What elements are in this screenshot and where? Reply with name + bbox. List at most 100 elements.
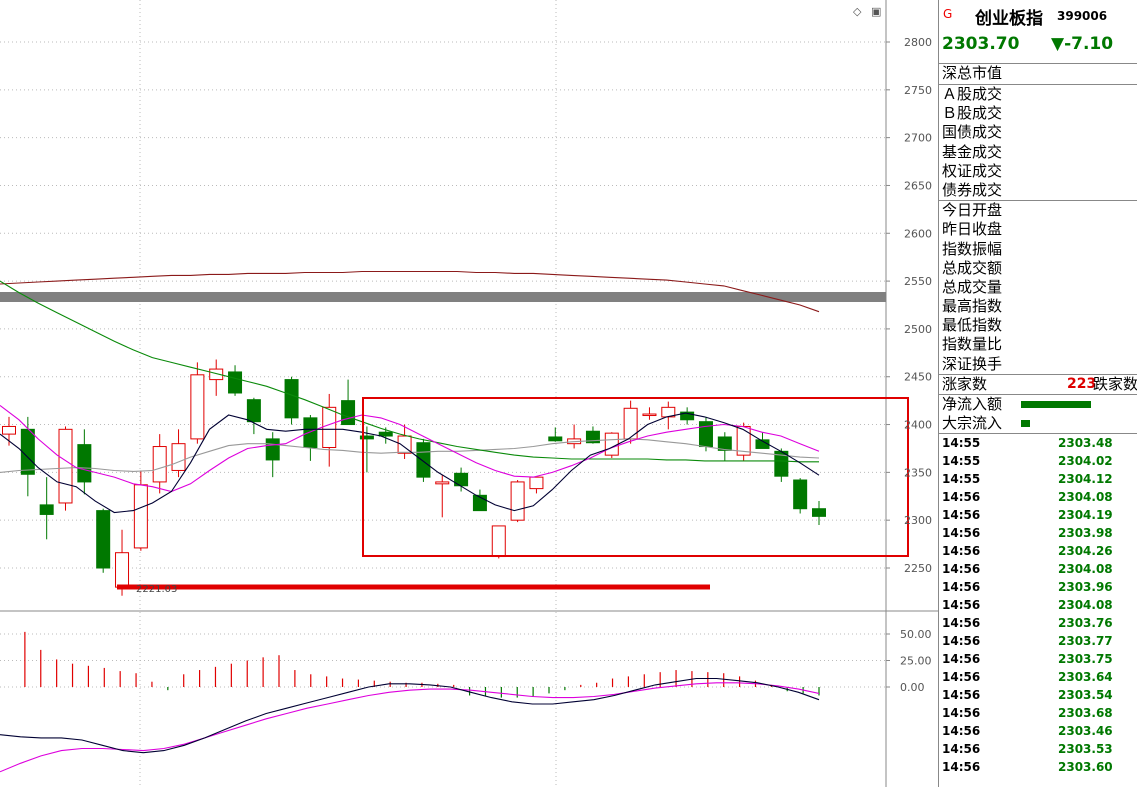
candle-body	[642, 413, 657, 417]
candle	[133, 470, 148, 551]
tick-time: 14:56	[942, 652, 981, 667]
tick-row: 14:56 2303.76	[939, 614, 1137, 632]
flow-section: 净流入额 大宗流入	[939, 395, 1137, 435]
quote-header: G 创业板指 399006	[939, 0, 1137, 30]
info-row: 权证成交	[942, 161, 1003, 180]
y-tick-label: 2400	[904, 419, 932, 432]
y-tick-label: 2350	[904, 466, 932, 479]
candle-body	[341, 400, 356, 426]
tick-time: 14:56	[942, 688, 981, 703]
kline-chart[interactable]: 2800 2750 2700 2650 2600 2550 2500 2450 2400 2350…	[0, 0, 938, 787]
tick-row: 14:56 2303.46	[939, 722, 1137, 740]
info-row: 昨日收盘	[942, 220, 1003, 239]
tick-price: 2304.08	[1058, 562, 1113, 577]
candle	[812, 501, 826, 525]
tick-price: 2303.77	[1058, 634, 1113, 649]
candle-body	[717, 436, 732, 451]
y-tick-label: 2800	[904, 36, 932, 49]
y-tick-label: 2550	[904, 275, 932, 288]
candle-body	[548, 436, 563, 442]
tick-price: 2303.46	[1058, 724, 1113, 739]
tick-time: 14:56	[942, 526, 981, 541]
tick-time: 14:55	[942, 454, 981, 469]
macd-dea-line	[0, 682, 820, 773]
tick-list[interactable]: 14:55 2303.48 14:55 2304.02 14:55 2304.12 14:5…	[939, 434, 1137, 776]
index-code: 399006	[1057, 9, 1108, 23]
candle	[171, 429, 186, 478]
flow-label: 大宗流入	[942, 414, 1003, 433]
candle-body	[246, 399, 261, 423]
tick-time: 14:56	[942, 724, 981, 739]
tick-row: 14:56 2303.60	[939, 758, 1137, 776]
tick-row: 14:56 2303.98	[939, 524, 1137, 542]
price-band-highlight	[0, 292, 886, 302]
tick-price: 2304.02	[1058, 454, 1113, 469]
tick-time: 14:55	[942, 472, 981, 487]
candle-body	[228, 371, 243, 394]
tick-time: 14:56	[942, 580, 981, 595]
candle-body	[416, 442, 431, 478]
info-row: 深总市值	[942, 64, 1003, 82]
candle-body	[190, 374, 205, 440]
tick-price: 2303.54	[1058, 688, 1113, 703]
info-row: 总成交量	[942, 277, 1003, 296]
candle-body	[529, 476, 544, 490]
tick-row: 14:56 2303.68	[939, 704, 1137, 722]
tick-row: 14:56 2303.64	[939, 668, 1137, 686]
candle	[548, 427, 563, 442]
decline-label: 跌家数	[1093, 374, 1137, 393]
candle	[228, 365, 243, 396]
candle-body	[510, 481, 525, 521]
tick-row: 14:56 2303.54	[939, 686, 1137, 704]
candle	[435, 475, 450, 518]
candle	[303, 414, 318, 461]
candle	[322, 393, 337, 467]
candle	[604, 432, 619, 459]
price-row: 2303.70 ▼-7.10	[939, 30, 1137, 64]
tick-price: 2304.26	[1058, 544, 1113, 559]
consolidation-box-annotation	[362, 397, 909, 557]
net-inflow-bar	[1021, 401, 1091, 408]
tick-row: 14:55 2303.48	[939, 434, 1137, 452]
macd-dif-line	[0, 677, 820, 754]
tick-time: 14:56	[942, 562, 981, 577]
y-tick-label: 2650	[904, 179, 932, 192]
candle-body	[793, 479, 808, 510]
y-tick-label: 2700	[904, 132, 932, 145]
candle	[416, 438, 431, 482]
daily-stats-section: 今日开盘 昨日收盘 指数振幅 总成交额 总成交量 最高指数 最低指数 指数量比 …	[939, 201, 1137, 375]
tick-row: 14:56 2304.19	[939, 506, 1137, 524]
candle-body	[604, 432, 619, 456]
info-row: Ｂ股成交	[942, 104, 1003, 123]
flow-row: 大宗流入	[939, 414, 1137, 433]
index-name: 创业板指	[975, 9, 1043, 29]
candle	[774, 448, 789, 482]
info-row: 国债成交	[942, 123, 1003, 142]
ma-magenta-line	[0, 404, 820, 493]
maximize-icon[interactable]: ▣	[871, 5, 881, 18]
tick-time: 14:56	[942, 742, 981, 757]
tick-row: 14:56 2304.08	[939, 596, 1137, 614]
macd-y-tick-label: 25.00	[900, 655, 932, 668]
candle-body	[812, 508, 826, 517]
candle-body	[303, 417, 318, 448]
candle-body	[115, 552, 130, 588]
candle-body	[2, 425, 16, 435]
ma-green-line	[0, 280, 819, 463]
diamond-icon[interactable]: ◇	[853, 5, 862, 18]
tick-price: 2304.08	[1058, 598, 1113, 613]
advance-count: 223	[1067, 375, 1097, 392]
candle-body	[152, 446, 167, 483]
tick-row: 14:55 2304.12	[939, 470, 1137, 488]
info-row: 债券成交	[942, 180, 1003, 199]
candle	[265, 432, 280, 478]
tick-row: 14:56 2303.75	[939, 650, 1137, 668]
y-tick-label: 2500	[904, 323, 932, 336]
candle	[152, 434, 167, 494]
candle	[717, 432, 732, 461]
y-tick-label: 2750	[904, 84, 932, 97]
info-row: 深证换手	[942, 354, 1003, 373]
tick-time: 14:56	[942, 670, 981, 685]
candle-body	[209, 368, 224, 381]
info-row: Ａ股成交	[942, 85, 1003, 103]
